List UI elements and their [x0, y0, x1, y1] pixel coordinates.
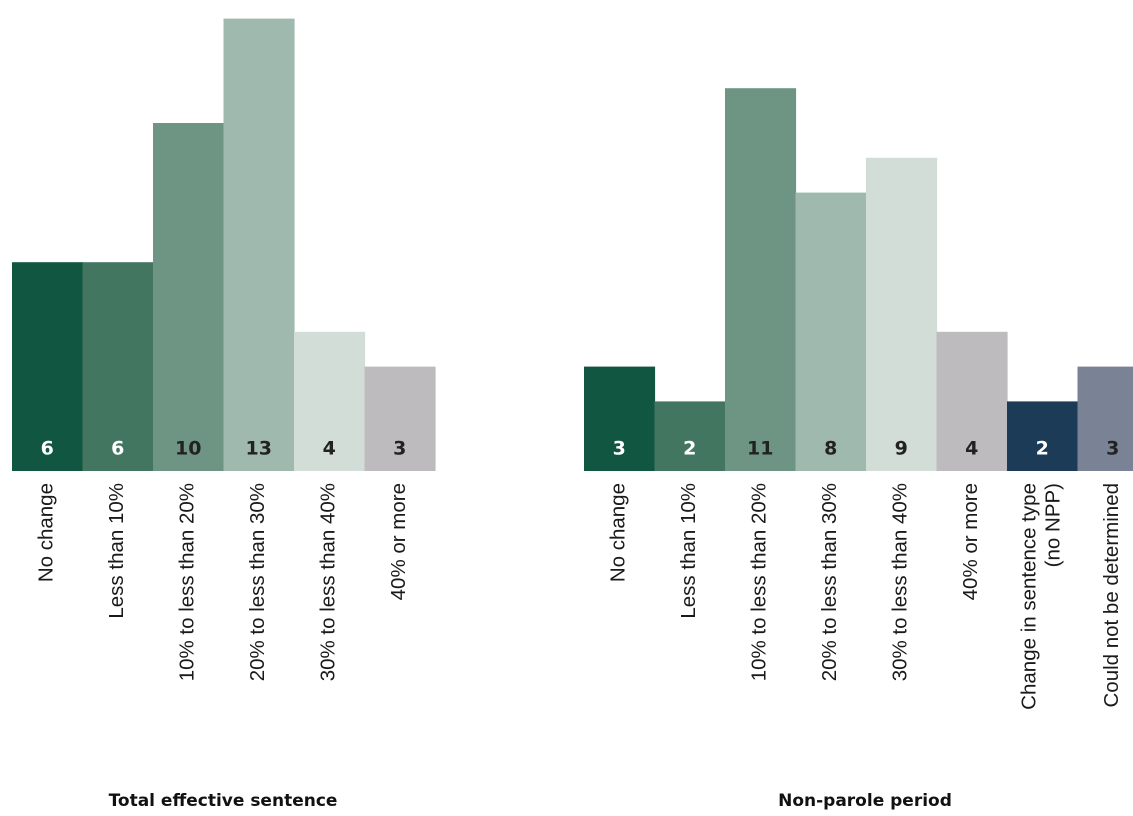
data-label: 3 — [613, 438, 626, 460]
tick-label-10pct-to-less-than-20pct: 10% to less than 20% — [748, 483, 771, 681]
data-label: 11 — [747, 438, 773, 460]
bar-10pct-to-less-than-20pct — [725, 88, 797, 471]
bar-change-in-sentence-type-no-npp — [1007, 401, 1079, 471]
tick-label-change-in-sentence-type-no-npp: Change in sentence type(no NPP) — [1018, 483, 1065, 710]
bar-30pct-to-less-than-40pct — [866, 157, 938, 472]
tick-label-could-not-be-determined: Could not be determined — [1100, 483, 1123, 708]
bar-no-change — [584, 366, 656, 471]
bar-no-change — [12, 262, 84, 471]
data-label: 4 — [965, 438, 978, 460]
tick-label-40pct-or-more: 40% or more — [959, 483, 982, 600]
tick-label-20pct-to-less-than-30pct: 20% to less than 30% — [818, 483, 841, 681]
bar-less-than-10pct — [654, 401, 726, 471]
chart-panel-total-effective-sentence: 6 No change 6 Less than 10% 10 10% to less th… — [12, 18, 436, 811]
data-label: 6 — [111, 438, 124, 460]
bar-20pct-to-less-than-30pct — [795, 192, 867, 471]
tick-label-no-change: No change — [607, 483, 630, 582]
tick-label-less-than-10pct: Less than 10% — [677, 483, 700, 619]
data-label: 9 — [895, 438, 908, 460]
data-label: 4 — [323, 438, 336, 460]
tick-label-no-change: No change — [35, 483, 58, 582]
tick-label-30pct-to-less-than-40pct: 30% to less than 40% — [889, 483, 912, 681]
data-label: 2 — [1036, 438, 1049, 460]
bar-could-not-be-determined — [1077, 366, 1133, 471]
tick-label-less-than-10pct: Less than 10% — [105, 483, 128, 619]
tick-label-40pct-or-more: 40% or more — [387, 483, 410, 600]
tick-label-20pct-to-less-than-30pct: 20% to less than 30% — [246, 483, 269, 681]
chart-title: Total effective sentence — [109, 791, 338, 811]
data-label: 3 — [1106, 438, 1119, 460]
tick-label-10pct-to-less-than-20pct: 10% to less than 20% — [176, 483, 199, 681]
data-label: 13 — [246, 438, 272, 460]
bar-40pct-or-more — [364, 366, 436, 471]
data-label: 6 — [41, 438, 54, 460]
bar-10pct-to-less-than-20pct — [153, 123, 225, 471]
tick-label-30pct-to-less-than-40pct: 30% to less than 40% — [317, 483, 340, 681]
data-label: 3 — [393, 438, 406, 460]
data-label: 8 — [824, 438, 837, 460]
bar-40pct-or-more — [936, 331, 1008, 471]
bar-30pct-to-less-than-40pct — [294, 331, 366, 471]
chart-panel-non-parole-period: 3 No change 2 Less than 10% 11 10% to less th… — [584, 88, 1133, 811]
bar-less-than-10pct — [82, 262, 154, 471]
data-label: 10 — [175, 438, 201, 460]
bar-20pct-to-less-than-30pct — [223, 18, 295, 471]
chart-title: Non-parole period — [778, 791, 952, 811]
data-label: 2 — [683, 438, 696, 460]
